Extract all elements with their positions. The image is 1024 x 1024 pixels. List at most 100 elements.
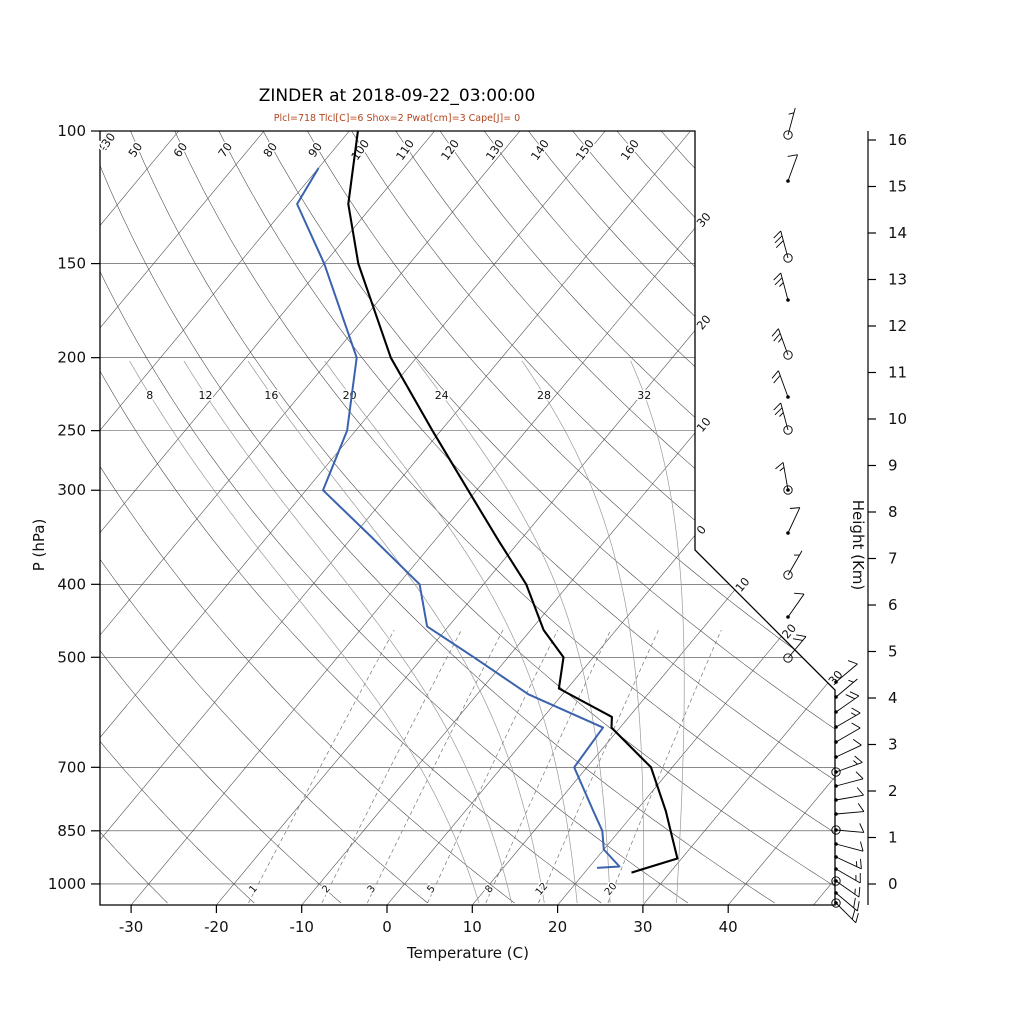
temperature-tick-label: 20 — [548, 918, 567, 936]
pressure-tick-label: 150 — [57, 255, 86, 273]
isotherm-line — [130, 131, 777, 905]
wind-barb — [786, 592, 805, 619]
mixing-ratio-label: 2 — [320, 883, 333, 895]
temperature-axis-title: Temperature (C) — [406, 944, 529, 962]
dewpoint-curve — [296, 167, 621, 869]
dry-adiabat-line — [572, 131, 835, 904]
isotherm-line — [100, 131, 350, 905]
dry-adiabat-line — [100, 131, 342, 904]
dry-adiabat-line — [483, 131, 835, 904]
isotherm-line — [100, 131, 606, 905]
dry-adiabat-line — [616, 131, 835, 904]
temperature-tick-label: -20 — [204, 918, 229, 936]
isotherm-label: 10 — [694, 415, 714, 435]
wind-barb — [834, 707, 861, 729]
moist-adiabat-label: 12 — [199, 389, 213, 402]
isotherm-label: 10 — [732, 575, 752, 595]
pressure-tick-label: 100 — [57, 122, 86, 140]
temperature-axis: -30 -20 -10 0 10 20 30 40 Temperature (C) — [119, 905, 738, 962]
dry-adiabat-label: 140 — [528, 137, 552, 163]
temperature-tick-label: 0 — [382, 918, 392, 936]
isotherm-label: 0 — [694, 523, 709, 538]
height-tick-label: 9 — [888, 457, 898, 475]
wind-barb — [834, 803, 865, 816]
station-circle — [783, 485, 793, 495]
pressure-axis: 100 150 200 250 300 400 500 700 850 1000 P (hPa) — [30, 122, 100, 893]
mixing-ratio-label: 5 — [425, 883, 438, 895]
wind-barb — [786, 154, 798, 183]
station-circle — [783, 425, 793, 435]
dry-adiabat-label: 150 — [573, 137, 597, 163]
isotherm-line — [100, 131, 265, 905]
dry-adiabat-line — [439, 131, 835, 904]
wind-barb — [834, 739, 862, 759]
dry-adiabat-line — [218, 131, 835, 904]
isotherm-line — [0, 131, 8, 905]
isotherm-line — [100, 131, 691, 905]
moist-adiabat-label: 24 — [435, 389, 449, 402]
station-circle — [783, 253, 793, 263]
station-circle — [783, 570, 793, 580]
moist-adiabat-line — [183, 360, 512, 904]
height-tick-label: 13 — [888, 271, 907, 289]
moist-adiabat-line — [521, 360, 644, 903]
height-tick-label: 0 — [888, 875, 898, 893]
height-tick-label: 1 — [888, 829, 898, 847]
moist-adiabat-label: 8 — [146, 389, 153, 402]
isotherm-label: 20 — [779, 621, 799, 641]
pressure-tick-label: 200 — [57, 349, 86, 367]
wind-barb — [783, 107, 796, 140]
moist-adiabat-line — [247, 360, 545, 904]
wind-barb — [834, 691, 860, 714]
wind-barb — [834, 678, 858, 699]
dry-adiabat-line — [395, 131, 835, 904]
height-tick-label: 8 — [888, 503, 898, 521]
moist-adiabat-label: 16 — [264, 389, 278, 402]
mixing-ratio-label: 20 — [603, 881, 620, 898]
temperature-tick-label: -30 — [119, 918, 144, 936]
isotherm-line — [386, 131, 835, 905]
dry-adiabat-label: 50 — [125, 140, 145, 160]
mixing-ratio-label: 1 — [247, 883, 260, 895]
pressure-tick-label: 500 — [57, 648, 86, 666]
mixing-ratio-line — [248, 629, 395, 904]
moist-adiabat-line — [324, 360, 578, 903]
mixing-ratio-line — [485, 629, 612, 904]
height-tick-label: 5 — [888, 643, 898, 661]
wind-barb — [775, 462, 793, 495]
height-tick-label: 11 — [888, 364, 907, 382]
pressure-tick-label: 300 — [57, 481, 86, 499]
isotherm-line — [727, 131, 835, 905]
dry-adiabat-line — [100, 131, 775, 904]
dry-adiabat-label: -30 — [96, 130, 118, 153]
pressure-tick-label: 850 — [57, 822, 86, 840]
wind-barb — [834, 771, 864, 788]
mixing-ratio-line — [538, 629, 659, 904]
dry-adiabat-label: 160 — [618, 137, 642, 163]
dry-adiabat-line — [100, 131, 428, 904]
wind-barb — [786, 507, 801, 535]
station-circle — [831, 876, 841, 886]
pressure-tick-label: 1000 — [48, 875, 86, 893]
moist-adiabat-label: 32 — [637, 389, 651, 402]
isotherm-line — [813, 131, 835, 905]
wind-barb — [834, 841, 864, 852]
isotherm-line — [642, 131, 835, 905]
dry-adiabat-label: 110 — [393, 137, 417, 163]
pressure-tick-label: 250 — [57, 422, 86, 440]
plot-border — [99, 130, 836, 906]
grid-line-labels: 50 60 70 80 90 100 110 120 130 140 150 160403020100… — [94, 129, 845, 900]
moist-adiabat-label: 20 — [343, 389, 357, 402]
dry-adiabat-line — [262, 131, 835, 904]
temperature-curve — [347, 130, 679, 874]
dry-adiabat-line — [130, 131, 835, 904]
temperature-tick-label: 40 — [719, 918, 738, 936]
dry-adiabat-label: 130 — [483, 137, 507, 163]
temperature-tick-label: 10 — [463, 918, 482, 936]
wind-barb — [831, 755, 863, 777]
wind-barb — [831, 898, 859, 924]
mixing-ratio-label: 12 — [534, 881, 551, 898]
wind-barb — [771, 370, 790, 399]
